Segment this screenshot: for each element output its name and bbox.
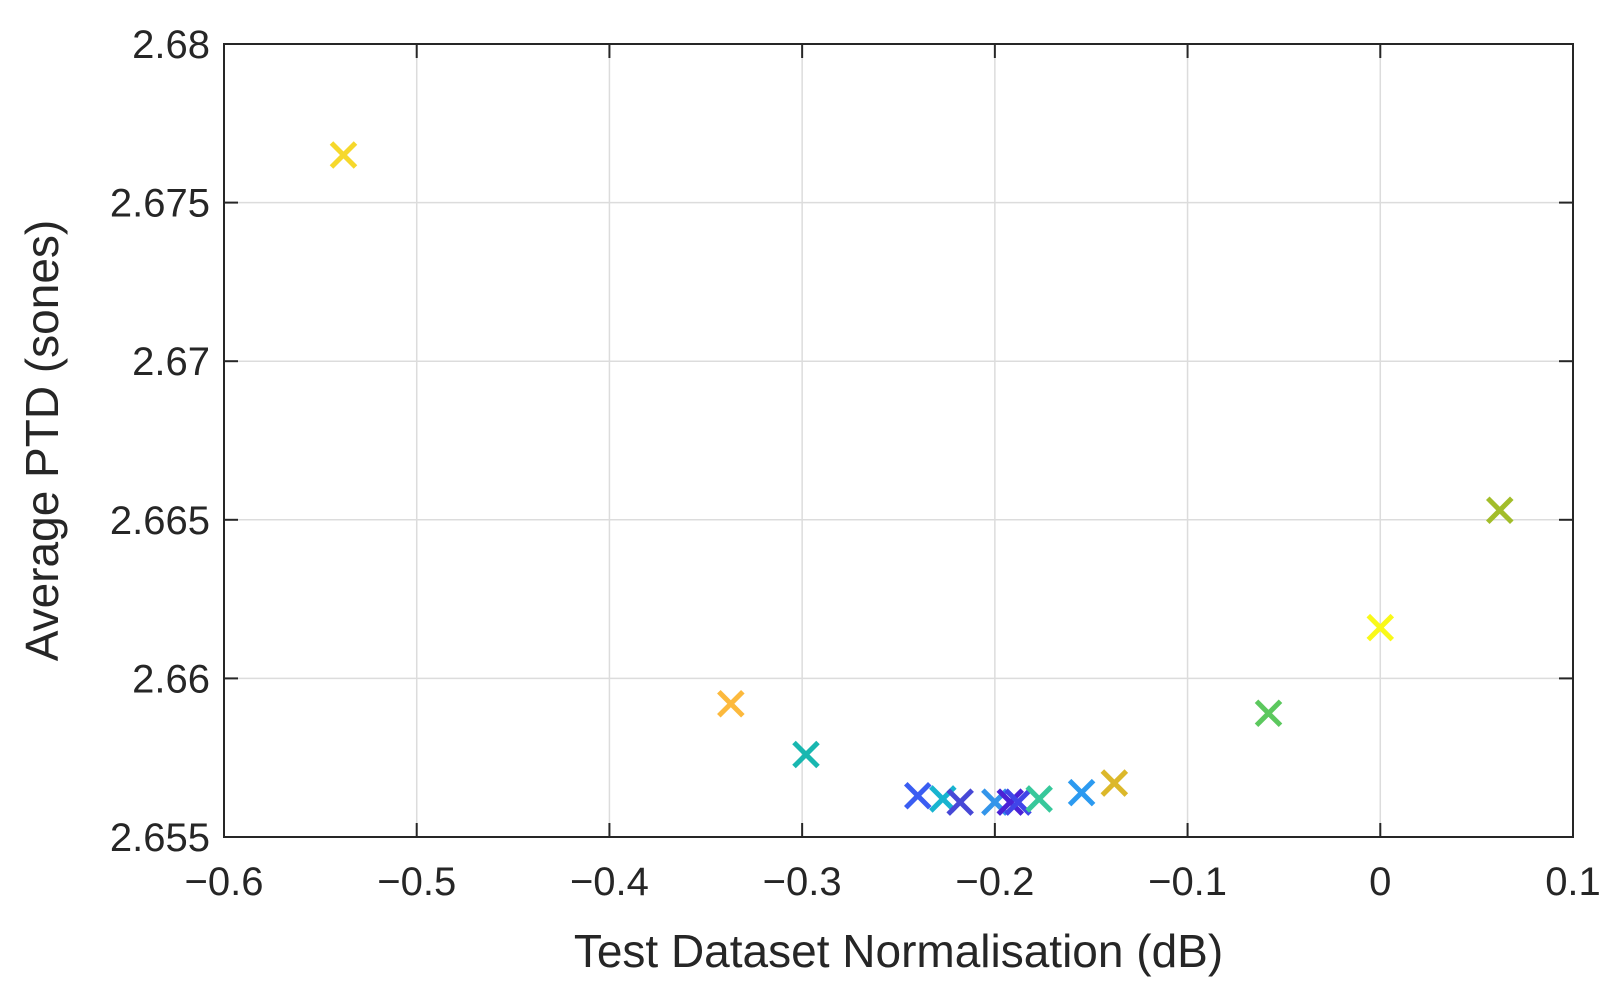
x-tick-label: −0.6 xyxy=(185,860,264,904)
data-point xyxy=(1366,613,1395,642)
data-point xyxy=(1254,699,1283,728)
data-point-stroke xyxy=(792,740,820,769)
data-point-stroke xyxy=(904,781,932,810)
x-tick-label: −0.2 xyxy=(955,860,1034,904)
y-tick-label: 2.665 xyxy=(110,499,210,543)
y-tick-label: 2.67 xyxy=(132,340,210,384)
data-point-stroke xyxy=(1254,699,1283,728)
x-tick-label: −0.3 xyxy=(763,860,842,904)
x-tick-label: 0.1 xyxy=(1545,860,1601,904)
y-tick-label: 2.66 xyxy=(132,657,210,701)
data-point xyxy=(996,788,1025,816)
x-axis-title: Test Dataset Normalisation (dB) xyxy=(574,925,1223,977)
data-point xyxy=(1486,496,1514,525)
data-point xyxy=(329,141,358,169)
data-point-stroke xyxy=(1025,785,1053,813)
x-tick-label: 0 xyxy=(1369,860,1391,904)
data-point-stroke xyxy=(1004,788,1032,816)
data-point xyxy=(946,788,974,816)
y-tick-label: 2.655 xyxy=(110,816,210,860)
axis-ticks: −0.6 −0.5 −0.4 −0.3 −0.2 −0.1 0 0.1 2.655 2.66 2.6… xyxy=(110,23,1601,904)
data-point xyxy=(904,781,932,810)
x-tick-label: −0.4 xyxy=(570,860,649,904)
data-point-stroke xyxy=(946,788,974,816)
data-point xyxy=(717,690,745,718)
x-tick-label: −0.5 xyxy=(377,860,456,904)
data-point-stroke xyxy=(1067,778,1096,807)
plot-area-frame xyxy=(223,43,1574,838)
data-point-stroke xyxy=(1366,613,1395,642)
y-axis-title: Average PTD (sones) xyxy=(16,220,68,661)
data-point xyxy=(1004,788,1032,816)
grid xyxy=(223,43,1574,838)
y-tick-label: 2.675 xyxy=(110,182,210,226)
data-point xyxy=(792,740,820,769)
data-point-stroke xyxy=(996,788,1025,816)
data-point xyxy=(1100,769,1129,797)
data-point-stroke xyxy=(717,690,745,718)
data-point xyxy=(1067,778,1096,807)
data-points xyxy=(329,141,1514,816)
data-point-stroke xyxy=(1486,496,1514,525)
data-point xyxy=(1025,785,1053,813)
data-point-stroke xyxy=(329,141,358,169)
y-tick-label: 2.68 xyxy=(132,23,210,67)
x-tick-label: −0.1 xyxy=(1148,860,1227,904)
data-point-stroke xyxy=(1100,769,1129,797)
